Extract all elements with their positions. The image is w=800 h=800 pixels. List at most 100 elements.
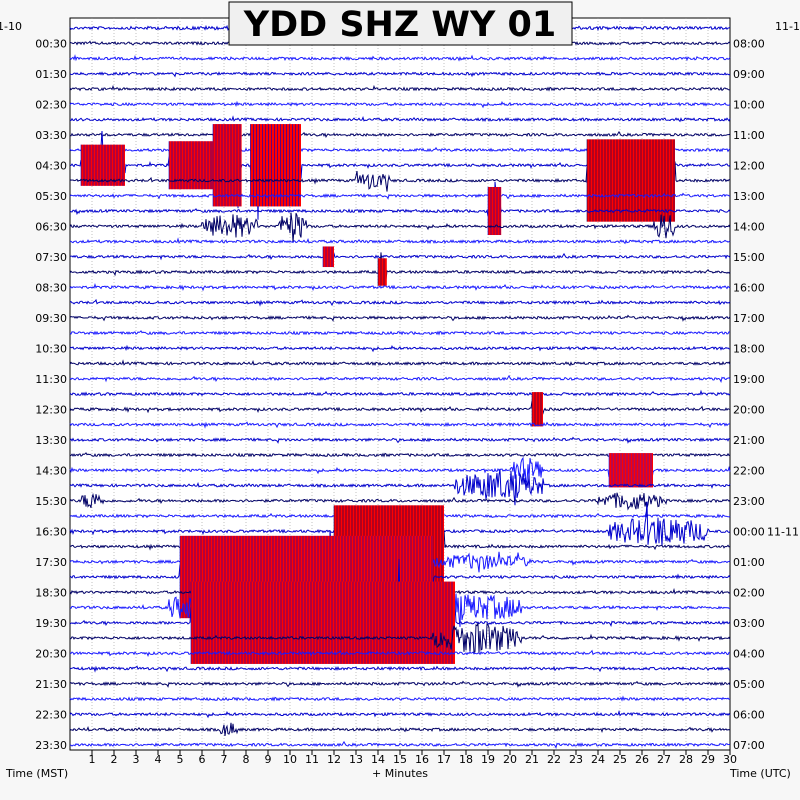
trace-line xyxy=(69,84,731,92)
trace-line xyxy=(69,247,731,265)
right-time-label: 15:00 xyxy=(733,251,765,264)
right-time-label: 10:00 xyxy=(733,98,765,111)
trace-line xyxy=(69,282,731,292)
minute-tick-label: 16 xyxy=(415,753,429,766)
clipped-event xyxy=(81,144,125,186)
left-time-label: 22:30 xyxy=(35,708,67,721)
minute-tick-label: 2 xyxy=(111,753,118,766)
minute-tick-label: 14 xyxy=(371,753,385,766)
trace-line xyxy=(69,212,731,243)
right-time-label: 03:00 xyxy=(733,617,765,630)
left-axis-title: Time (MST) xyxy=(5,767,68,780)
trace-line xyxy=(69,71,731,78)
trace-line xyxy=(69,115,731,123)
trace-line xyxy=(69,492,731,511)
left-time-label: 07:30 xyxy=(35,251,67,264)
right-date-label: 11-10 xyxy=(775,20,800,33)
minute-tick-label: 26 xyxy=(635,753,649,766)
clipped-event xyxy=(169,141,213,190)
left-time-label: 13:30 xyxy=(35,434,67,447)
clipped-event xyxy=(378,258,387,286)
minute-tick-label: 24 xyxy=(591,753,605,766)
right-time-axis: 08:00 09:00 10:00 11:00 12:00 13:00 14:00 15:00… xyxy=(733,37,799,752)
left-time-label: 14:30 xyxy=(35,464,67,477)
trace-line xyxy=(69,469,731,506)
right-time-label: 19:00 xyxy=(733,373,765,386)
left-time-label: 00:30 xyxy=(35,37,67,50)
trace-line xyxy=(69,695,731,702)
right-time-label: 02:00 xyxy=(733,586,765,599)
right-time-label: 13:00 xyxy=(733,190,765,203)
right-time-label: 14:00 xyxy=(733,220,765,233)
right-time-label: 00:00 xyxy=(733,525,765,538)
left-time-label: 15:30 xyxy=(35,495,67,508)
clipped-event xyxy=(609,453,653,488)
trace-line xyxy=(69,623,731,654)
right-time-label: 23:00 xyxy=(733,495,765,508)
left-time-label: 19:30 xyxy=(35,617,67,630)
left-time-label: 10:30 xyxy=(35,342,67,355)
left-time-label: 02:30 xyxy=(35,98,67,111)
clipped-event xyxy=(532,392,543,427)
minute-tick-label: 27 xyxy=(657,753,671,766)
trace-line xyxy=(69,252,731,280)
clipped-event xyxy=(323,246,334,268)
minute-tick-label: 21 xyxy=(525,753,539,766)
trace-line xyxy=(69,100,731,109)
right-axis-title: Time (UTC) xyxy=(729,767,791,780)
left-time-label: 04:30 xyxy=(35,159,67,172)
trace-line xyxy=(69,421,731,429)
minute-tick-label: 4 xyxy=(155,753,162,766)
left-time-label: 09:30 xyxy=(35,312,67,325)
right-time-label: 18:00 xyxy=(733,342,765,355)
right-time-label: 05:00 xyxy=(733,678,765,691)
right-time-label: 01:00 xyxy=(733,556,765,569)
minute-tick-label: 10 xyxy=(283,753,297,766)
minute-tick-label: 1 xyxy=(89,753,96,766)
right-time-label: 11:00 xyxy=(733,129,765,142)
trace-line xyxy=(69,359,731,367)
left-time-label: 05:30 xyxy=(35,190,67,203)
left-date-label: 11-10 xyxy=(0,20,22,33)
left-time-label: 03:30 xyxy=(35,129,67,142)
trace-line xyxy=(69,54,731,62)
left-time-label: 06:30 xyxy=(35,220,67,233)
chart-title: YDD SHZ WY 01 xyxy=(243,5,557,45)
left-time-label: 01:30 xyxy=(35,68,67,81)
right-time-label: 20:00 xyxy=(733,403,765,416)
minute-tick-label: 15 xyxy=(393,753,407,766)
right-time-label: 09:00 xyxy=(733,68,765,81)
minute-tick-label: 7 xyxy=(221,753,228,766)
trace-line xyxy=(69,298,731,307)
right-time-label: 08:00 xyxy=(733,37,765,50)
trace-line xyxy=(69,740,731,750)
left-time-label: 21:30 xyxy=(35,678,67,691)
trace-line xyxy=(69,192,731,200)
trace-line xyxy=(69,680,731,688)
left-time-label: 20:30 xyxy=(35,647,67,660)
trace-line xyxy=(69,181,731,232)
right-time-label: 07:00 xyxy=(733,739,765,752)
left-time-label: 08:30 xyxy=(35,281,67,294)
minute-tick-label: 28 xyxy=(679,753,693,766)
trace-line xyxy=(69,237,731,245)
trace-line xyxy=(69,722,731,736)
trace-line xyxy=(69,130,731,139)
minute-tick-label: 18 xyxy=(459,753,473,766)
minute-tick-label: 6 xyxy=(199,753,206,766)
minute-tick-label: 8 xyxy=(243,753,250,766)
minute-tick-label: 17 xyxy=(437,753,451,766)
trace-line xyxy=(69,374,731,384)
title-box xyxy=(228,1,573,46)
right-time-label: 21:00 xyxy=(733,434,765,447)
trace-line xyxy=(69,344,731,353)
minute-tick-label: 19 xyxy=(481,753,495,766)
left-time-label: 11:30 xyxy=(35,373,67,386)
minute-tick-label: 3 xyxy=(133,753,140,766)
clipped-event xyxy=(250,124,301,207)
trace-line xyxy=(69,314,731,322)
left-time-label: 23:30 xyxy=(35,739,67,752)
minute-tick-label: 30 xyxy=(723,753,737,766)
right-date-label-next: 11-11 xyxy=(767,525,799,538)
seismic-traces xyxy=(69,24,731,750)
